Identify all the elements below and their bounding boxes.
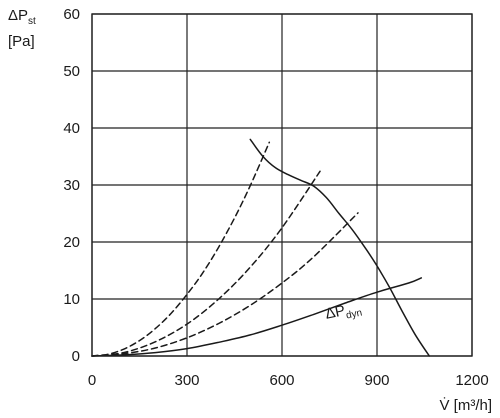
x-tick-label: 0 bbox=[88, 372, 96, 389]
series-line-3-dashed bbox=[91, 141, 271, 357]
y-tick-label: 10 bbox=[63, 291, 80, 308]
grid bbox=[91, 13, 473, 357]
x-tick-label: 600 bbox=[269, 372, 294, 389]
y-tick-label: 60 bbox=[63, 6, 80, 23]
y-tick-label: 50 bbox=[63, 63, 80, 80]
x-tick-label: 900 bbox=[364, 372, 389, 389]
series-line-5-dashed bbox=[91, 212, 359, 357]
y-tick-label: 40 bbox=[63, 120, 80, 137]
x-axis-label: V̇ [m³/h] bbox=[439, 397, 492, 414]
y-tick-label: 0 bbox=[72, 348, 80, 365]
x-tick-label: 300 bbox=[174, 372, 199, 389]
y-axis-unit: [Pa] bbox=[8, 33, 35, 50]
y-axis-label: ΔPst bbox=[8, 7, 36, 27]
series-group bbox=[91, 138, 431, 357]
y-tick-label: 30 bbox=[63, 177, 80, 194]
series-line-4-dashed bbox=[91, 170, 321, 357]
series-line-2-solid bbox=[91, 277, 423, 357]
series-line-1-solid bbox=[249, 138, 431, 357]
annotation-dp-dyn: ΔPdyn bbox=[324, 299, 364, 326]
x-tick-label: 1200 bbox=[455, 372, 488, 389]
plot-frame bbox=[91, 13, 473, 357]
y-tick-label: 20 bbox=[63, 234, 80, 251]
